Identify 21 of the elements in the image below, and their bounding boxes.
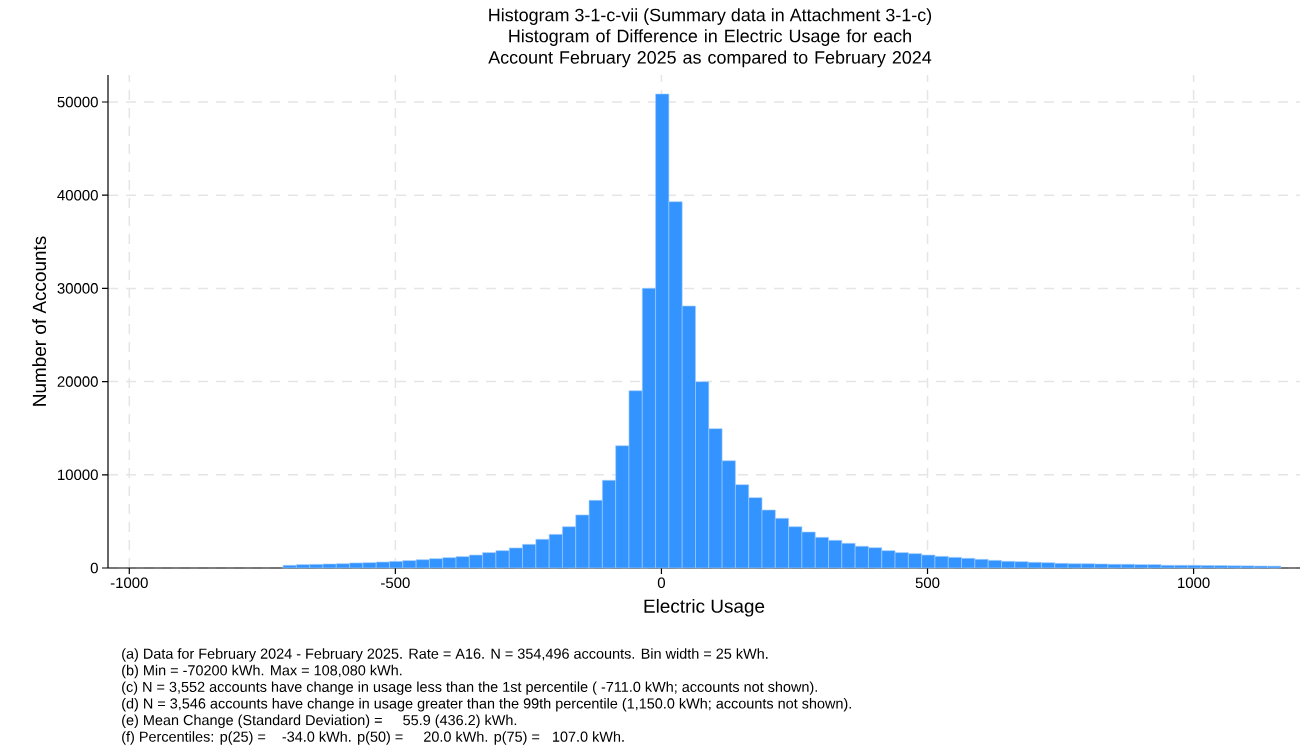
text: (b) Min = -70200 kWh. Max = 108,080 kWh. xyxy=(122,664,402,679)
text: (f) Percentiles: p(25) = -34.0 kWh. p(50) = 20.0 kWh. p(75) = 107.0 kWh. xyxy=(122,731,624,745)
y-tick-label: 50000 xyxy=(57,96,98,108)
x-axis-title: Electric Usage xyxy=(644,598,765,617)
x-tick-label: -500 xyxy=(381,577,410,589)
y-tick-label: 10000 xyxy=(58,469,98,481)
y-axis-title: Number of Accounts xyxy=(32,236,47,406)
x-tick-label: 0 xyxy=(657,577,665,589)
y-tick-label: 20000 xyxy=(57,376,98,387)
x-tick-label: 1000 xyxy=(1178,577,1210,589)
x-tick-label: 500 xyxy=(915,577,940,589)
text: (c) N = 3,552 accounts have change in usage less than the 1st percentile ( -711.0 kWh; accounts not shown). xyxy=(122,681,817,695)
chart-subtitle: Histogram of Difference in Electric Usage for each Account February 2025 as compared to February 2024 xyxy=(488,29,932,68)
text: (e) Mean Change (Standard Deviation) = 55.9 (436.2) kWh. xyxy=(122,714,517,729)
x-tick-label: -1000 xyxy=(110,577,148,589)
text: (d) N = 3,546 accounts have change in usage greater than the 99th percentile (1,150.0 kWh; accounts not shown). xyxy=(122,698,851,712)
y-tick-label: 40000 xyxy=(57,189,98,201)
y-tick-label: 0 xyxy=(90,562,98,574)
chart-title: Histogram 3-1-c-vii (Summary data in Attachment 3-1-c) xyxy=(489,8,932,25)
text: (a) Data for February 2024 - February 2025. Rate = A16. N = 354,496 accounts. Bin width = 25 kWh. xyxy=(122,648,768,662)
y-tick-label: 30000 xyxy=(57,283,98,294)
